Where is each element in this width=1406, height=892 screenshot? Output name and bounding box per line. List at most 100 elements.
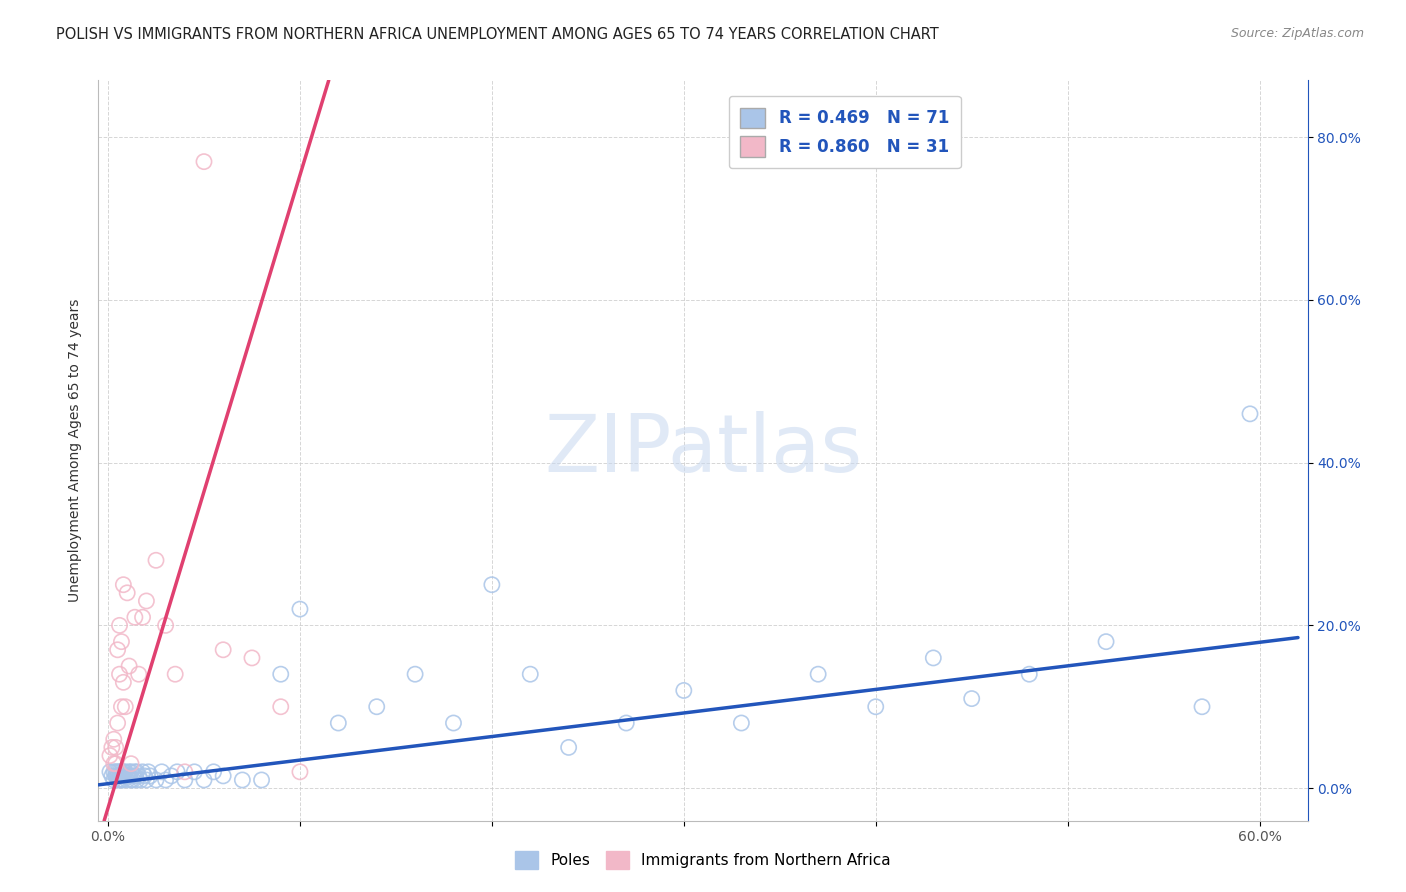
Point	[128, 769, 150, 783]
Point	[231, 772, 253, 787]
Point	[270, 667, 292, 681]
Point	[114, 769, 136, 783]
Point	[131, 764, 153, 779]
Point	[120, 764, 142, 779]
Point	[865, 699, 887, 714]
Point	[614, 716, 637, 731]
Point	[118, 659, 141, 673]
Point	[115, 769, 138, 783]
Point	[108, 772, 131, 787]
Point	[108, 769, 131, 783]
Point	[922, 651, 945, 665]
Point	[124, 764, 146, 779]
Point	[443, 716, 465, 731]
Point	[107, 764, 129, 779]
Point	[110, 769, 132, 783]
Point	[404, 667, 426, 681]
Point	[107, 716, 129, 731]
Point	[250, 772, 273, 787]
Point	[114, 699, 136, 714]
Point	[212, 769, 235, 783]
Point	[288, 602, 311, 616]
Point	[481, 577, 503, 591]
Point	[107, 772, 129, 787]
Point	[110, 772, 132, 787]
Point	[134, 769, 156, 783]
Point	[672, 683, 695, 698]
Point	[101, 769, 124, 783]
Point	[129, 772, 152, 787]
Point	[118, 769, 141, 783]
Point	[557, 740, 579, 755]
Point	[136, 764, 159, 779]
Point	[125, 764, 148, 779]
Point	[112, 772, 135, 787]
Point	[104, 756, 127, 771]
Point	[193, 772, 215, 787]
Point	[145, 772, 167, 787]
Point	[1018, 667, 1040, 681]
Point	[519, 667, 541, 681]
Point	[104, 764, 127, 779]
Text: ZIPatlas: ZIPatlas	[544, 411, 862, 490]
Point	[118, 764, 141, 779]
Point	[98, 748, 121, 763]
Y-axis label: Unemployment Among Ages 65 to 74 years: Unemployment Among Ages 65 to 74 years	[67, 299, 82, 602]
Point	[124, 769, 146, 783]
Point	[103, 772, 125, 787]
Point	[366, 699, 388, 714]
Point	[131, 610, 153, 624]
Point	[270, 699, 292, 714]
Text: Source: ZipAtlas.com: Source: ZipAtlas.com	[1230, 27, 1364, 40]
Point	[112, 675, 135, 690]
Legend: R = 0.469   N = 71, R = 0.860   N = 31: R = 0.469 N = 71, R = 0.860 N = 31	[728, 96, 960, 169]
Point	[328, 716, 350, 731]
Point	[104, 740, 127, 755]
Point	[104, 769, 127, 783]
Point	[112, 764, 135, 779]
Point	[166, 764, 188, 779]
Point	[107, 642, 129, 657]
Point	[202, 764, 225, 779]
Point	[960, 691, 983, 706]
Point	[173, 772, 195, 787]
Point	[112, 577, 135, 591]
Point	[120, 772, 142, 787]
Point	[150, 764, 173, 779]
Point	[212, 642, 235, 657]
Point	[115, 586, 138, 600]
Point	[112, 769, 135, 783]
Point	[110, 764, 132, 779]
Point	[1095, 634, 1118, 648]
Point	[730, 716, 752, 731]
Point	[173, 764, 195, 779]
Point	[103, 756, 125, 771]
Point	[124, 610, 146, 624]
Point	[139, 769, 162, 783]
Text: POLISH VS IMMIGRANTS FROM NORTHERN AFRICA UNEMPLOYMENT AMONG AGES 65 TO 74 YEARS: POLISH VS IMMIGRANTS FROM NORTHERN AFRIC…	[56, 27, 939, 42]
Legend: Poles, Immigrants from Northern Africa: Poles, Immigrants from Northern Africa	[509, 845, 897, 875]
Point	[103, 764, 125, 779]
Point	[108, 764, 131, 779]
Point	[108, 618, 131, 632]
Point	[193, 154, 215, 169]
Point	[120, 756, 142, 771]
Point	[108, 667, 131, 681]
Point	[145, 553, 167, 567]
Point	[240, 651, 263, 665]
Point	[122, 769, 145, 783]
Point	[122, 772, 145, 787]
Point	[128, 667, 150, 681]
Point	[125, 772, 148, 787]
Point	[98, 764, 121, 779]
Point	[115, 772, 138, 787]
Point	[114, 764, 136, 779]
Point	[1239, 407, 1261, 421]
Point	[288, 764, 311, 779]
Point	[103, 732, 125, 747]
Point	[160, 769, 183, 783]
Point	[135, 772, 157, 787]
Point	[183, 764, 205, 779]
Point	[155, 772, 177, 787]
Point	[135, 594, 157, 608]
